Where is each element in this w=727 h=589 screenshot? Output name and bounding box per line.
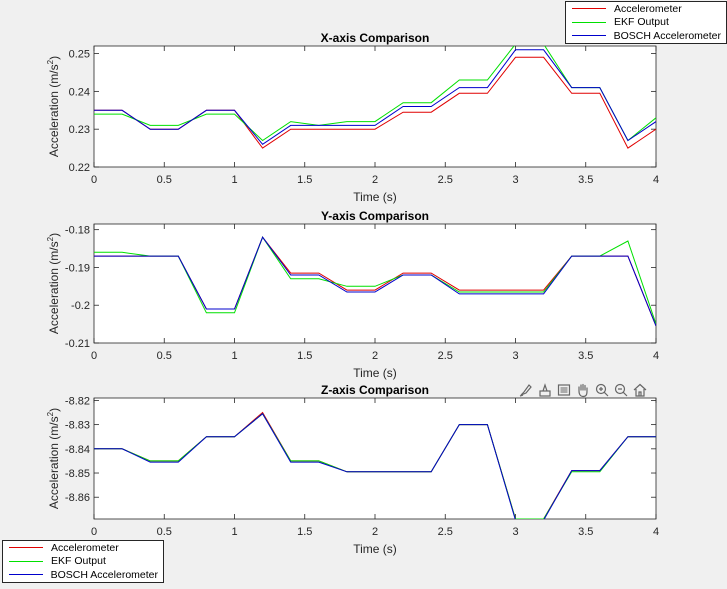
legend-swatch-accelerometer bbox=[9, 547, 43, 549]
x-tick-label: 1 bbox=[231, 526, 237, 538]
x-tick-label: 0 bbox=[91, 350, 97, 362]
x-tick-label: 0 bbox=[91, 526, 97, 538]
y-axis-label-superscript: 2 bbox=[46, 236, 55, 241]
plot-area bbox=[93, 223, 657, 344]
y-tick-label: 0.25 bbox=[69, 49, 90, 61]
chart-title: Y-axis Comparison bbox=[321, 209, 429, 223]
axes-toolbar bbox=[517, 381, 649, 399]
x-axis-label: Time (s) bbox=[353, 542, 397, 556]
y-tick-label: -8.86 bbox=[65, 492, 90, 504]
x-tick-label: 4 bbox=[653, 350, 659, 362]
legend-swatch-ekf-output bbox=[572, 21, 606, 23]
axes-y: 0 0.5 1 1.5 2 2.5 3 3.5 4 -0.18 -0.19 -0.2 -0.21 Y-ax… bbox=[46, 209, 659, 380]
y-axis-label-base: Acceleration (m/s bbox=[47, 64, 61, 157]
x-tick-label: 0.5 bbox=[157, 526, 172, 538]
y-axis-label: Acceleration (m/s2) bbox=[46, 233, 61, 334]
chart-title: Z-axis Comparison bbox=[321, 383, 429, 397]
legend-entry: BOSCH Accelerometer bbox=[3, 568, 163, 582]
series-line-ekf-output bbox=[94, 46, 656, 142]
x-tick-label: 2 bbox=[372, 174, 378, 186]
zoom-in-icon[interactable] bbox=[593, 381, 611, 399]
zoom-out-icon[interactable] bbox=[612, 381, 630, 399]
legend-label: EKF Output bbox=[614, 16, 669, 29]
legend-label: EKF Output bbox=[51, 555, 106, 568]
x-tick-label: 3 bbox=[512, 526, 518, 538]
plot-area bbox=[93, 45, 657, 168]
y-axis-label-close: ) bbox=[47, 56, 61, 60]
legend-bottom[interactable]: Accelerometer EKF Output BOSCH Accelerom… bbox=[2, 540, 164, 583]
home-icon[interactable] bbox=[631, 381, 649, 399]
plot-area bbox=[93, 397, 657, 520]
y-axis-label: Acceleration (m/s2) bbox=[46, 56, 61, 157]
y-tick-label: 0.23 bbox=[69, 124, 90, 136]
legend-top[interactable]: Accelerometer EKF Output BOSCH Accelerom… bbox=[565, 1, 727, 44]
x-tick-label: 2 bbox=[372, 350, 378, 362]
x-tick-label: 3 bbox=[512, 350, 518, 362]
y-axis-label-close: ) bbox=[47, 408, 61, 412]
series-line-bosch-accelerometer bbox=[94, 412, 656, 519]
legend-label: BOSCH Accelerometer bbox=[50, 568, 158, 581]
y-tick-label: -8.84 bbox=[65, 444, 90, 456]
legend-swatch-bosch bbox=[572, 35, 606, 37]
legend-label: Accelerometer bbox=[51, 541, 119, 554]
x-tick-label: 2.5 bbox=[438, 174, 453, 186]
y-tick-label: -0.18 bbox=[65, 225, 90, 237]
legend-entry: EKF Output bbox=[3, 555, 163, 569]
y-tick-label: -0.2 bbox=[71, 300, 90, 312]
y-axis-label-base: Acceleration (m/s bbox=[47, 416, 61, 509]
data-tip-icon[interactable] bbox=[536, 381, 554, 399]
x-tick-label: 0.5 bbox=[157, 174, 172, 186]
x-tick-label: 2.5 bbox=[438, 526, 453, 538]
x-tick-label: 0.5 bbox=[157, 350, 172, 362]
axes-x: 0 0.5 1 1.5 2 2.5 3 3.5 4 0.22 0.23 0.24 0.25 X-axis … bbox=[46, 31, 659, 204]
series-line-bosch-accelerometer bbox=[94, 236, 656, 327]
legend-swatch-accelerometer bbox=[572, 8, 606, 10]
y-axis-label-superscript: 2 bbox=[46, 59, 55, 64]
y-tick-label: -8.85 bbox=[65, 468, 90, 480]
x-tick-label: 1 bbox=[231, 350, 237, 362]
y-tick-label: -0.21 bbox=[65, 338, 90, 350]
y-axis-label-base: Acceleration (m/s bbox=[47, 241, 61, 334]
x-axis-label: Time (s) bbox=[353, 366, 397, 380]
x-tick-label: 2 bbox=[372, 526, 378, 538]
x-tick-label: 4 bbox=[653, 174, 659, 186]
legend-label: BOSCH Accelerometer bbox=[613, 29, 721, 42]
chart-title: X-axis Comparison bbox=[321, 31, 430, 45]
x-tick-label: 3.5 bbox=[578, 174, 593, 186]
x-tick-label: 1 bbox=[231, 174, 237, 186]
y-axis-label-close: ) bbox=[47, 233, 61, 237]
x-tick-label: 0 bbox=[91, 174, 97, 186]
x-tick-label: 3.5 bbox=[578, 526, 593, 538]
x-tick-label: 3 bbox=[512, 174, 518, 186]
x-tick-label: 1.5 bbox=[297, 526, 312, 538]
x-tick-label: 4 bbox=[653, 526, 659, 538]
axes-z: 0 0.5 1 1.5 2 2.5 3 3.5 4 -8.82 -8.83 -8.84 -8.85 -8.… bbox=[46, 383, 659, 556]
y-tick-label: -8.83 bbox=[65, 420, 90, 432]
series-line-bosch-accelerometer bbox=[94, 49, 656, 145]
y-tick-label: 0.22 bbox=[69, 162, 90, 174]
x-tick-label: 1.5 bbox=[297, 174, 312, 186]
y-axis-label: Acceleration (m/s2) bbox=[46, 408, 61, 509]
x-tick-label: 2.5 bbox=[438, 350, 453, 362]
y-axis-label-superscript: 2 bbox=[46, 411, 55, 416]
legend-label: Accelerometer bbox=[614, 2, 682, 15]
legend-entry: BOSCH Accelerometer bbox=[566, 29, 726, 43]
brush-select-icon[interactable] bbox=[555, 381, 573, 399]
x-axis-label: Time (s) bbox=[353, 190, 397, 204]
y-tick-label: -8.82 bbox=[65, 395, 90, 407]
x-tick-label: 1.5 bbox=[297, 350, 312, 362]
legend-swatch-bosch bbox=[9, 574, 43, 576]
x-tick-label: 3.5 bbox=[578, 350, 593, 362]
y-tick-label: -0.19 bbox=[65, 262, 90, 274]
legend-entry: Accelerometer bbox=[3, 541, 163, 555]
legend-swatch-ekf-output bbox=[9, 560, 43, 562]
legend-entry: Accelerometer bbox=[566, 2, 726, 16]
brush-icon[interactable] bbox=[517, 381, 535, 399]
legend-entry: EKF Output bbox=[566, 16, 726, 30]
y-tick-label: 0.24 bbox=[69, 86, 90, 98]
pan-hand-icon[interactable] bbox=[574, 381, 592, 399]
